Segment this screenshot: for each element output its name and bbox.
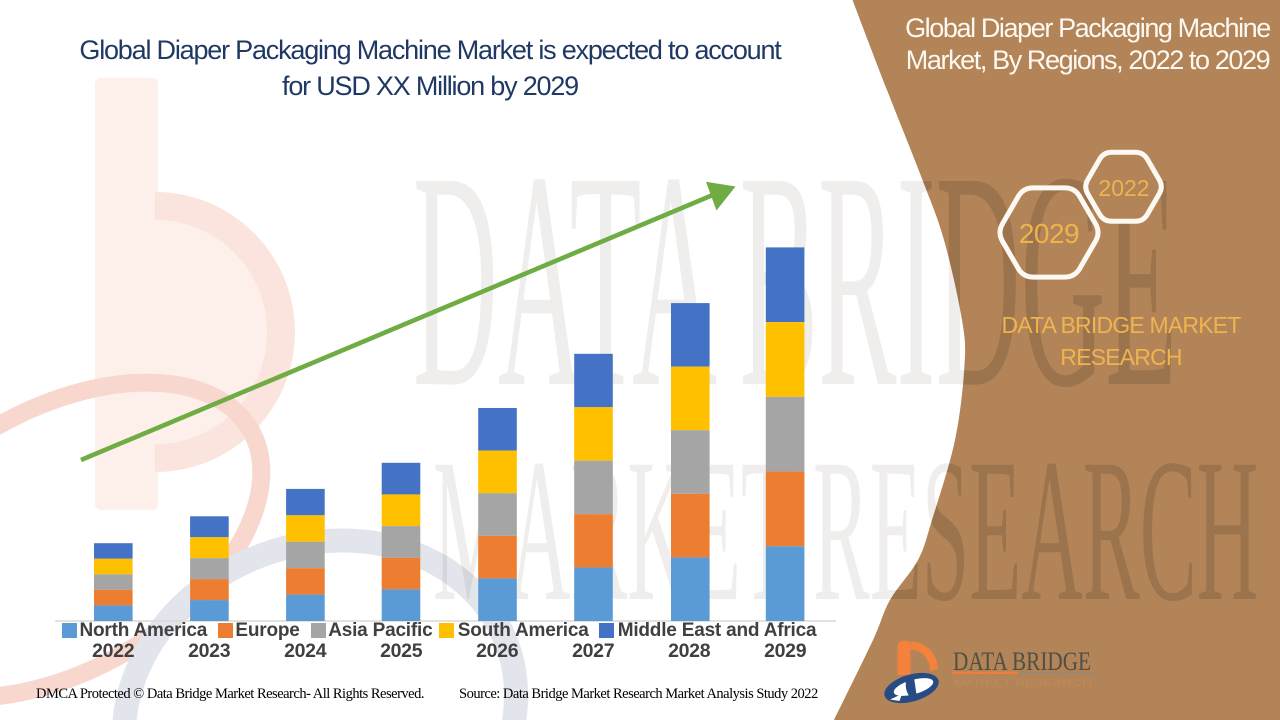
svg-text:DATA BRIDGE: DATA BRIDGE xyxy=(953,647,1091,676)
svg-text:MARKET RESEARCH: MARKET RESEARCH xyxy=(954,678,1092,688)
